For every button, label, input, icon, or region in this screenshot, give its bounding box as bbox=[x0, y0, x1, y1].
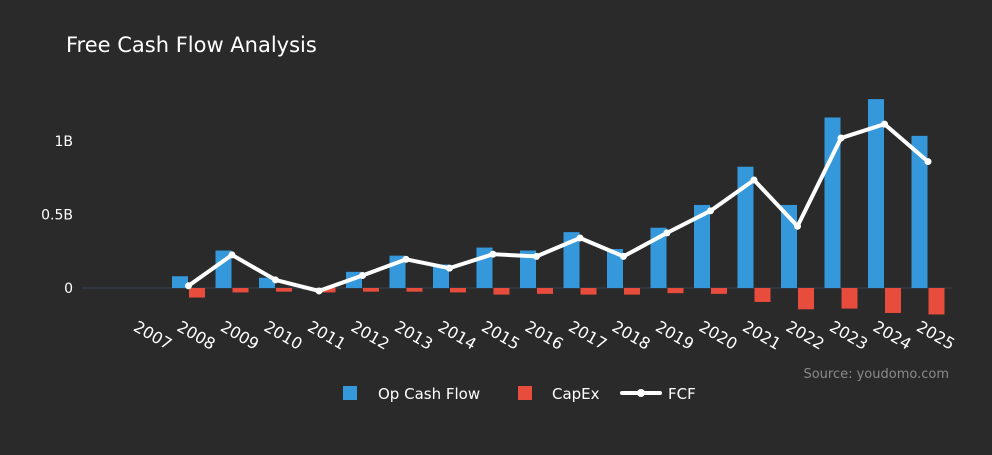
legend-item-capex[interactable]: CapEx bbox=[518, 385, 600, 403]
capex-bar[interactable] bbox=[798, 288, 814, 309]
capex-bar[interactable] bbox=[755, 288, 771, 302]
legend-item-fcf[interactable]: FCF bbox=[622, 385, 696, 403]
source-note: Source: youdomo.com bbox=[803, 367, 949, 382]
capex-bar[interactable] bbox=[885, 288, 901, 313]
legend-swatch-capex bbox=[518, 386, 532, 400]
fcf-point[interactable] bbox=[794, 223, 801, 230]
capex-bar[interactable] bbox=[276, 288, 292, 292]
chart-title: Free Cash Flow Analysis bbox=[66, 33, 317, 57]
x-tick-label: 2010 bbox=[261, 317, 306, 354]
y-axis-ticks: 0 0.5B 1B bbox=[41, 134, 73, 297]
capex-bar[interactable] bbox=[189, 288, 205, 298]
capex-bar[interactable] bbox=[711, 288, 727, 294]
fcf-point[interactable] bbox=[751, 176, 758, 183]
legend-label-capex: CapEx bbox=[552, 385, 600, 403]
capex-bars bbox=[189, 288, 945, 314]
y-tick-label: 1B bbox=[54, 134, 73, 150]
x-tick-label: 2014 bbox=[435, 317, 480, 354]
fcf-point[interactable] bbox=[664, 229, 671, 236]
legend-item-op-cash-flow[interactable]: Op Cash Flow bbox=[343, 385, 480, 403]
x-tick-label: 2025 bbox=[913, 317, 958, 354]
fcf-point[interactable] bbox=[185, 282, 192, 289]
x-tick-label: 2017 bbox=[565, 317, 610, 354]
fcf-point[interactable] bbox=[925, 158, 932, 165]
capex-bar[interactable] bbox=[407, 288, 423, 292]
fcf-point[interactable] bbox=[707, 207, 714, 214]
x-tick-label: 2021 bbox=[739, 317, 784, 354]
fcf-point[interactable] bbox=[229, 251, 236, 258]
capex-bar[interactable] bbox=[842, 288, 858, 309]
fcf-line-group bbox=[185, 121, 932, 295]
capex-bar[interactable] bbox=[233, 288, 249, 292]
fcf-point[interactable] bbox=[490, 251, 497, 258]
capex-bar[interactable] bbox=[537, 288, 553, 294]
fcf-point[interactable] bbox=[533, 253, 540, 260]
capex-bar[interactable] bbox=[668, 288, 684, 293]
capex-bar[interactable] bbox=[363, 288, 379, 292]
x-tick-label: 2012 bbox=[348, 317, 393, 354]
fcf-point[interactable] bbox=[272, 276, 279, 283]
legend-swatch-op-cash-flow bbox=[343, 386, 357, 400]
x-tick-label: 2023 bbox=[826, 317, 871, 354]
legend-label-fcf: FCF bbox=[668, 385, 696, 403]
y-tick-label: 0.5B bbox=[41, 208, 73, 224]
x-tick-label: 2019 bbox=[652, 317, 697, 354]
capex-bar[interactable] bbox=[450, 288, 466, 292]
x-tick-label: 2024 bbox=[870, 317, 915, 354]
fcf-point[interactable] bbox=[620, 253, 627, 260]
x-tick-label: 2020 bbox=[696, 317, 741, 354]
x-axis-ticks: 2007200820092010201120122013201420152016… bbox=[130, 317, 958, 354]
fcf-point[interactable] bbox=[403, 256, 410, 263]
x-tick-label: 2018 bbox=[609, 317, 654, 354]
capex-bar[interactable] bbox=[624, 288, 640, 295]
fcf-point[interactable] bbox=[446, 265, 453, 272]
x-tick-label: 2009 bbox=[217, 317, 262, 354]
fcf-point[interactable] bbox=[838, 135, 845, 142]
fcf-point[interactable] bbox=[577, 235, 584, 242]
x-tick-label: 2016 bbox=[522, 317, 567, 354]
x-tick-label: 2022 bbox=[783, 317, 828, 354]
capex-bar[interactable] bbox=[581, 288, 597, 295]
x-tick-label: 2008 bbox=[174, 317, 219, 354]
x-tick-label: 2011 bbox=[304, 317, 349, 354]
legend-label-op-cash-flow: Op Cash Flow bbox=[378, 385, 480, 403]
fcf-point[interactable] bbox=[881, 121, 888, 128]
fcf-point[interactable] bbox=[316, 287, 323, 294]
y-tick-label: 0 bbox=[64, 281, 73, 297]
x-tick-label: 2013 bbox=[391, 317, 436, 354]
legend[interactable]: Op Cash Flow CapEx FCF bbox=[343, 385, 696, 403]
fcf-point[interactable] bbox=[359, 272, 366, 279]
legend-swatch-fcf-marker bbox=[637, 389, 645, 397]
fcf-line bbox=[189, 124, 929, 291]
x-tick-label: 2007 bbox=[130, 317, 175, 354]
capex-bar[interactable] bbox=[929, 288, 945, 314]
x-tick-label: 2015 bbox=[478, 317, 523, 354]
capex-bar[interactable] bbox=[494, 288, 510, 295]
